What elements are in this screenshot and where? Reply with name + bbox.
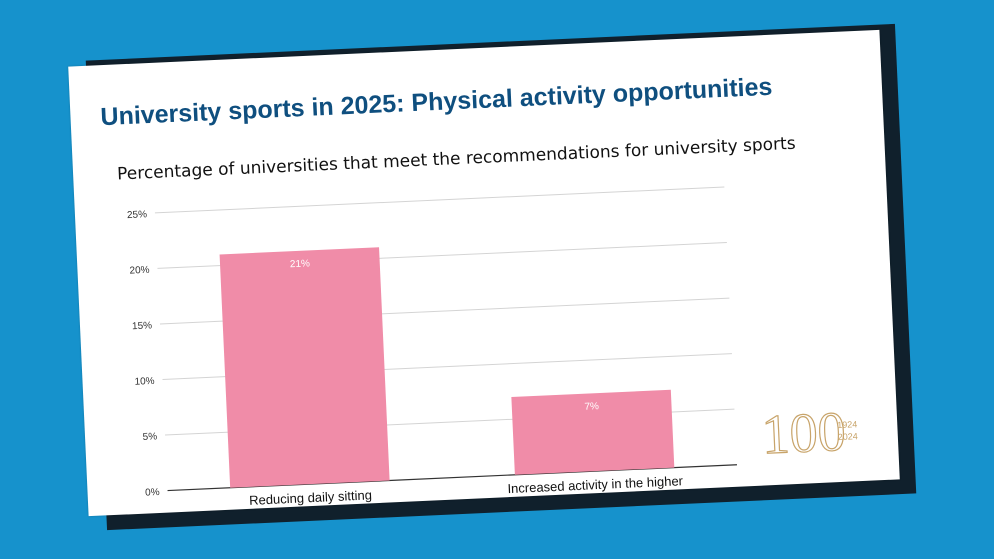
y-tick-label: 15%: [132, 320, 153, 332]
logo-year-end: 2024: [838, 431, 858, 442]
data-label: 7%: [584, 401, 599, 413]
logo-year-start: 1924: [837, 419, 857, 430]
y-tick-label: 25%: [127, 209, 148, 221]
y-tick-label: 20%: [129, 265, 150, 277]
x-tick-label: Reducing daily sitting: [249, 487, 372, 508]
gridline: [154, 186, 725, 214]
data-label: 21%: [290, 258, 311, 270]
logo-number: 100: [760, 401, 847, 464]
bar-chart: 0% 5% 10% 15% 20% 25% 21% Reducing daily sittin…: [127, 186, 737, 510]
slide-card: University sports in 2025: Physical acti…: [68, 29, 900, 517]
bar: [219, 247, 390, 488]
centenary-logo: 100 1924 2024: [760, 400, 858, 464]
bar: [511, 389, 675, 475]
y-tick-label: 5%: [142, 431, 157, 443]
y-tick-label: 0%: [145, 487, 160, 499]
y-tick-label: 10%: [134, 376, 155, 388]
